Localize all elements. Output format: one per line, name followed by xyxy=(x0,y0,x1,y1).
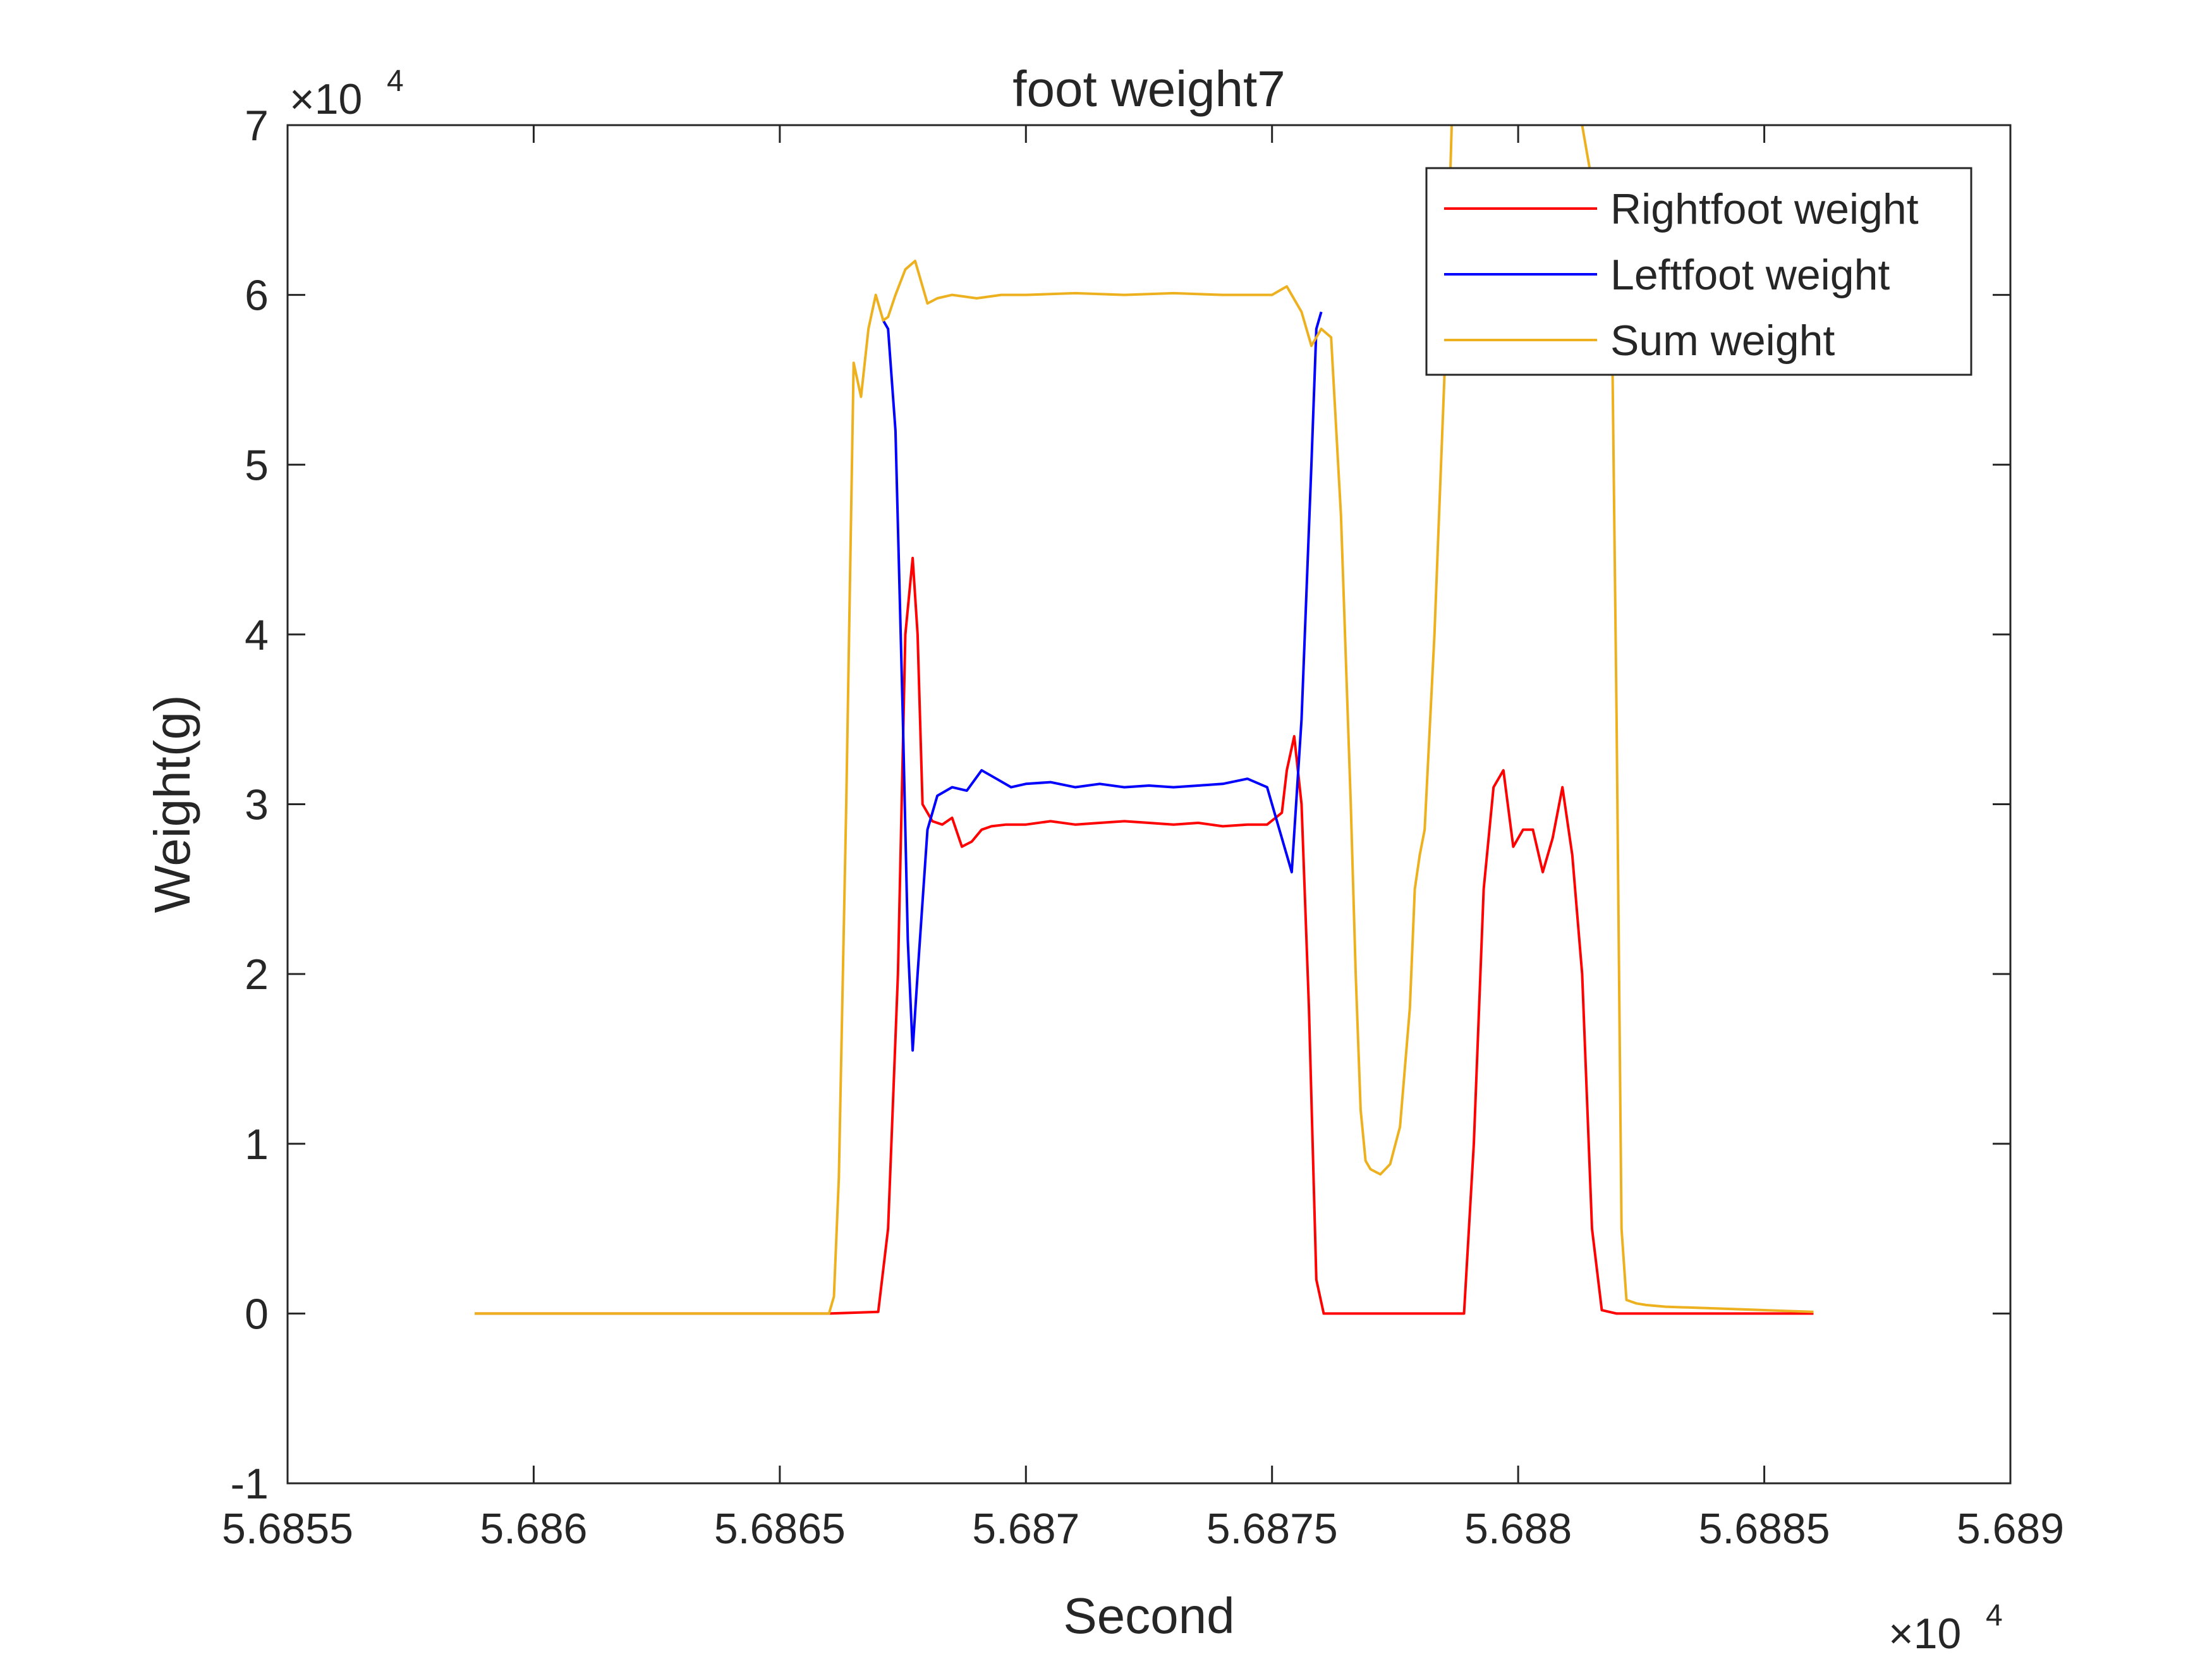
y-tick-label: 7 xyxy=(245,102,269,150)
y-exponent: ×10 4 xyxy=(289,64,404,123)
x-tick-label: 5.6865 xyxy=(714,1505,846,1553)
y-exponent-base: ×10 xyxy=(289,75,362,123)
y-axis-label: Weight(g) xyxy=(144,695,200,913)
chart-title: foot weight7 xyxy=(1012,61,1285,117)
series-line-1 xyxy=(475,557,1814,1315)
y-exponent-power: 4 xyxy=(387,64,404,98)
x-exponent-power: 4 xyxy=(1986,1599,2003,1632)
y-tick-label: 2 xyxy=(245,951,269,999)
series-line-2 xyxy=(882,311,1323,1052)
y-tick-label: 0 xyxy=(245,1290,269,1338)
y-tick-label: 4 xyxy=(245,611,269,659)
x-exponent: ×10 4 xyxy=(1888,1599,2003,1658)
x-axis: 5.6855 5.686 5.6865 5.687 5.6875 5.688 5.6885 5… xyxy=(222,125,2064,1553)
x-exponent-base: ×10 xyxy=(1888,1610,1961,1658)
x-tick-label: 5.6885 xyxy=(1699,1505,1830,1553)
x-axis-label: Second xyxy=(1063,1588,1234,1644)
series-layer xyxy=(475,125,1814,1315)
y-tick-label: 5 xyxy=(245,441,269,489)
x-tick-label: 5.689 xyxy=(1957,1505,2064,1553)
y-tick-label: 1 xyxy=(245,1121,269,1169)
y-axis: -1 0 1 2 3 4 5 6 7 xyxy=(231,102,2010,1508)
y-tick-label: 6 xyxy=(245,272,269,320)
x-tick-label: 5.6875 xyxy=(1206,1505,1338,1553)
legend-label-2: Leftfoot weight xyxy=(1610,251,1890,299)
series-line-3 xyxy=(475,125,1814,1315)
x-tick-label: 5.686 xyxy=(480,1505,587,1553)
legend-label-3: Sum weight xyxy=(1610,317,1835,365)
legend-label-1: Rightfoot weight xyxy=(1610,185,1919,233)
y-tick-label: -1 xyxy=(231,1460,269,1508)
x-tick-label: 5.687 xyxy=(972,1505,1079,1553)
legend: Rightfoot weight Leftfoot weight Sum weigh… xyxy=(1425,167,1972,376)
y-tick-label: 3 xyxy=(245,781,269,829)
x-tick-label: 5.688 xyxy=(1464,1505,1572,1553)
x-tick-label: 5.6855 xyxy=(222,1505,353,1553)
